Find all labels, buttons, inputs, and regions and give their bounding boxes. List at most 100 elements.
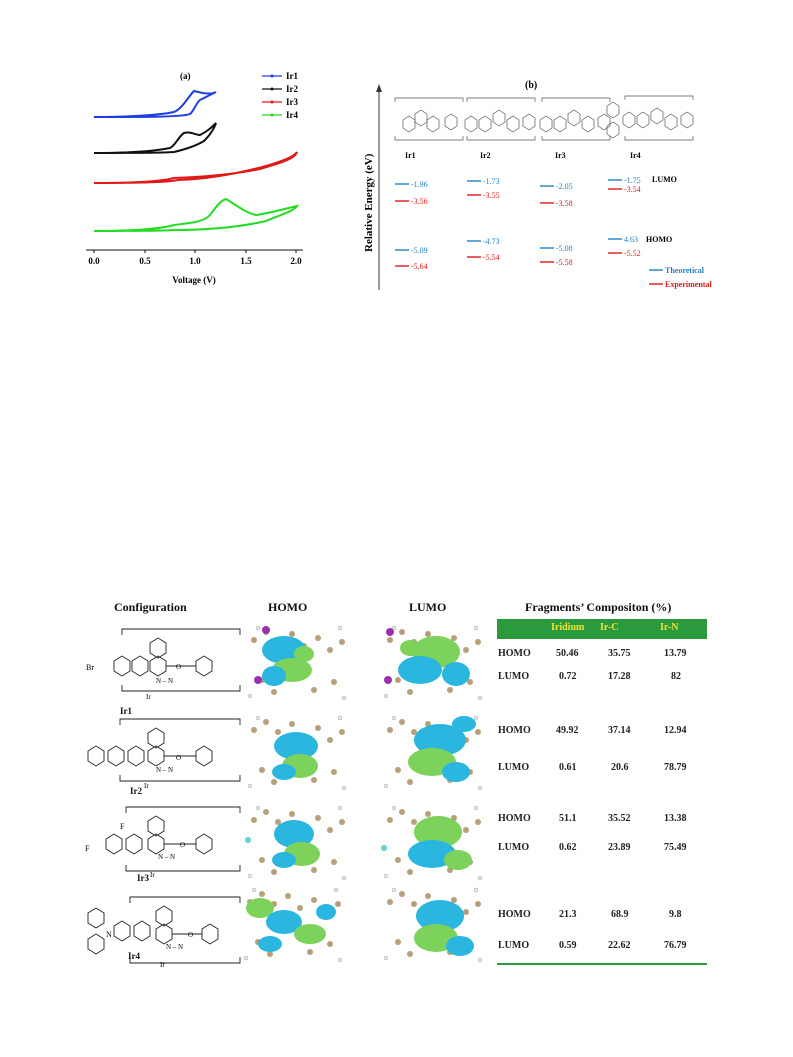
level-value: -4.73 xyxy=(483,237,500,246)
level-value: -3.54 xyxy=(624,185,641,194)
row-label: LUMO xyxy=(498,940,530,951)
atom-label-nn: N – N xyxy=(156,677,173,685)
x-axis-label: Voltage (V) xyxy=(172,275,215,285)
level-value: -5.52 xyxy=(624,249,641,258)
level-value: 4.63 xyxy=(624,235,638,244)
level-value: -5.54 xyxy=(483,253,500,262)
cv-chart: (a) Ir1 Ir2 Ir3 Ir4 0.0 0.5 1.0 1.5 2.0 … xyxy=(86,71,303,285)
atom-label-o: O xyxy=(180,841,185,849)
table-cell: 49.92 xyxy=(556,725,579,736)
structure-drawings: Br O N – N Ir O N – N Ir F F O N – N Ir … xyxy=(85,628,241,969)
table-cell: 22.62 xyxy=(608,940,631,951)
atom-label-o: O xyxy=(176,663,181,671)
table-cell: 21.3 xyxy=(559,909,577,920)
table-cell: 0.59 xyxy=(559,940,577,951)
level-value: -1.96 xyxy=(411,180,428,189)
mini-structures xyxy=(394,95,694,141)
atom-label-ir: Ir xyxy=(146,693,151,701)
xtick-label: 2.0 xyxy=(290,256,302,266)
panel-b-label: (b) xyxy=(525,80,537,91)
level-value: -3.55 xyxy=(483,191,500,200)
lumo-label: LUMO xyxy=(652,175,677,184)
curve-ir1 xyxy=(93,89,217,118)
table-header: Iridium Ir-C Ir-N xyxy=(497,619,707,639)
table-cell: 82 xyxy=(671,671,681,682)
level-value: -3.56 xyxy=(411,197,428,206)
level-value: -5.09 xyxy=(411,246,428,255)
row-label: HOMO xyxy=(498,813,531,824)
x-ticks: 0.0 0.5 1.0 1.5 2.0 xyxy=(88,250,302,266)
table-cell: 68.9 xyxy=(611,909,629,920)
atom-label-o: O xyxy=(188,931,193,939)
table-cell: 9.8 xyxy=(669,909,682,920)
panel-a-label: (a) xyxy=(180,71,191,81)
xtick-label: 1.5 xyxy=(240,256,252,266)
atom-label-f: F xyxy=(85,844,90,853)
row-label: HOMO xyxy=(498,648,531,659)
structure-ir3 xyxy=(105,806,241,872)
legend-ir2: Ir2 xyxy=(286,84,298,94)
atom-label-ir: Ir xyxy=(150,871,155,879)
compound-label-ir3: Ir3 xyxy=(137,873,149,883)
table-cell: 51.1 xyxy=(559,813,577,824)
table-cell: 23.89 xyxy=(608,842,631,853)
legend-ir1: Ir1 xyxy=(286,71,298,81)
atom-label-ir: Ir xyxy=(144,782,149,790)
compound-label: Ir2 xyxy=(480,151,491,160)
table-cell: 37.14 xyxy=(608,725,631,736)
level-value: -1.73 xyxy=(483,177,500,186)
col-ir-c: Ir-C xyxy=(600,622,619,633)
atom-label-nn: N – N xyxy=(156,766,173,774)
compound-label-ir1: Ir1 xyxy=(120,706,132,716)
legend-ir4: Ir4 xyxy=(286,110,298,120)
legend: Ir1 Ir2 Ir3 Ir4 xyxy=(262,71,298,120)
y-axis-label: Relative Energy (eV) xyxy=(363,153,375,252)
table-cell: 50.46 xyxy=(556,648,579,659)
table-cell: 13.79 xyxy=(664,648,687,659)
structure-ir2 xyxy=(87,718,241,782)
compound-label: Ir1 xyxy=(405,151,416,160)
atom-label-f: F xyxy=(120,822,125,831)
col-iridium: Iridium xyxy=(551,622,585,633)
table-cell: 76.79 xyxy=(664,940,687,951)
atom-label-br: Br xyxy=(86,663,94,672)
level-value: -3.58 xyxy=(556,199,573,208)
atom-label-ir: Ir xyxy=(160,961,165,969)
row-label: LUMO xyxy=(498,671,530,682)
orbital-images xyxy=(243,625,483,963)
homo-label: HOMO xyxy=(646,235,672,244)
compound-label: Ir4 xyxy=(630,151,641,160)
atom-label-nn: N – N xyxy=(166,943,183,951)
compound-label: Ir3 xyxy=(555,151,566,160)
table-cell: 0.62 xyxy=(559,842,577,853)
atom-label-o: O xyxy=(176,754,181,762)
row-label: LUMO xyxy=(498,842,530,853)
header-homo: HOMO xyxy=(268,600,308,614)
table-cell: 35.52 xyxy=(608,813,631,824)
atom-label-nn: N – N xyxy=(158,853,175,861)
col-ir-n: Ir-N xyxy=(660,622,679,633)
legend-theoretical: Theoretical xyxy=(665,266,705,275)
row-label: LUMO xyxy=(498,762,530,773)
xtick-label: 0.5 xyxy=(139,256,151,266)
energy-diagram: (b) Relative Energy (eV) xyxy=(363,80,712,290)
level-value: -2.05 xyxy=(556,182,573,191)
level-value: -5.08 xyxy=(556,244,573,253)
atom-label-n: N xyxy=(106,930,112,939)
table-cell: 17.28 xyxy=(608,671,631,682)
level-value: -5.58 xyxy=(556,258,573,267)
xtick-label: 0.0 xyxy=(88,256,100,266)
table-cell: 75.49 xyxy=(664,842,687,853)
table-cell: 78.79 xyxy=(664,762,687,773)
table-cell: 0.61 xyxy=(559,762,577,773)
level-value: -1.75 xyxy=(624,176,641,185)
legend-experimental: Experimental xyxy=(665,280,712,289)
compound-label-ir4: Ir4 xyxy=(128,951,140,961)
level-value: -5.64 xyxy=(411,262,428,271)
xtick-label: 1.0 xyxy=(189,256,201,266)
curve-ir4 xyxy=(93,197,300,232)
header-configuration: Configuration xyxy=(114,600,187,614)
table-cell: 35.75 xyxy=(608,648,631,659)
row-label: HOMO xyxy=(498,725,531,736)
table-cell: 13.38 xyxy=(664,813,687,824)
